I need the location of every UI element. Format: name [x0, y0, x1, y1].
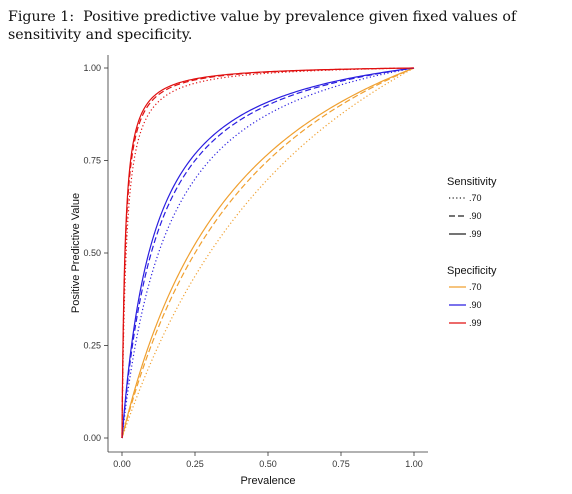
y-tick-label: 0.75 — [83, 156, 101, 166]
series-line-sens-099-spec-099 — [121, 67, 415, 439]
series-line-sens-099-spec-07 — [121, 67, 415, 439]
x-ticks: 0.00 0.25 0.50 0.75 1.00 — [113, 452, 423, 469]
legend-sensitivity-title: Sensitivity — [447, 176, 497, 188]
x-tick-label: 0.25 — [186, 459, 204, 469]
legend-specificity-label: .99 — [469, 318, 482, 328]
legend-sensitivity-label: .99 — [469, 229, 482, 239]
x-tick-label: 0.00 — [113, 459, 131, 469]
legend-specificity: Specificity .70 .90 .99 — [447, 265, 497, 328]
y-tick-label: 1.00 — [83, 63, 101, 73]
y-ticks: 0.00 0.25 0.50 0.75 1.00 — [83, 63, 108, 443]
legend-sensitivity-label: .90 — [469, 211, 482, 221]
y-tick-label: 0.50 — [83, 248, 101, 258]
series-line-sens-099-spec-09 — [121, 67, 415, 439]
figure-caption-label: Figure 1: — [8, 9, 75, 25]
legend-specificity-entries: .70 .90 .99 — [449, 282, 482, 328]
x-tick-label: 1.00 — [405, 459, 423, 469]
series-line-sens-09-spec-099 — [121, 67, 415, 439]
x-tick-label: 0.75 — [332, 459, 350, 469]
legend-sensitivity-entries: .70 .90 .99 — [449, 193, 482, 239]
series-line-sens-07-spec-099 — [121, 67, 415, 439]
series-line-sens-07-spec-09 — [121, 67, 415, 439]
x-axis-title: Prevalence — [240, 475, 295, 487]
legend-specificity-label: .70 — [469, 282, 482, 292]
x-tick-label: 0.50 — [259, 459, 277, 469]
series-line-sens-09-spec-09 — [121, 67, 415, 439]
legend-specificity-label: .90 — [469, 300, 482, 310]
y-axis-title: Positive Predictive Value — [70, 193, 82, 313]
figure-caption: Figure 1: Positive predictive value by p… — [8, 8, 564, 44]
plot-area: 0.00 0.25 0.50 0.75 1.00 0.00 0.25 0.50 0.75 1.0… — [83, 55, 428, 469]
figure-caption-text: Positive predictive value by prevalence … — [8, 9, 517, 43]
y-tick-label: 0.00 — [83, 433, 101, 443]
y-tick-label: 0.25 — [83, 341, 101, 351]
series-lines — [121, 67, 415, 439]
legend-sensitivity-label: .70 — [469, 193, 482, 203]
series-line-sens-09-spec-07 — [121, 67, 415, 439]
legend-specificity-title: Specificity — [447, 265, 497, 277]
series-line-sens-07-spec-07 — [121, 67, 415, 439]
legend-sensitivity: Sensitivity .70 .90 .99 — [447, 176, 497, 239]
